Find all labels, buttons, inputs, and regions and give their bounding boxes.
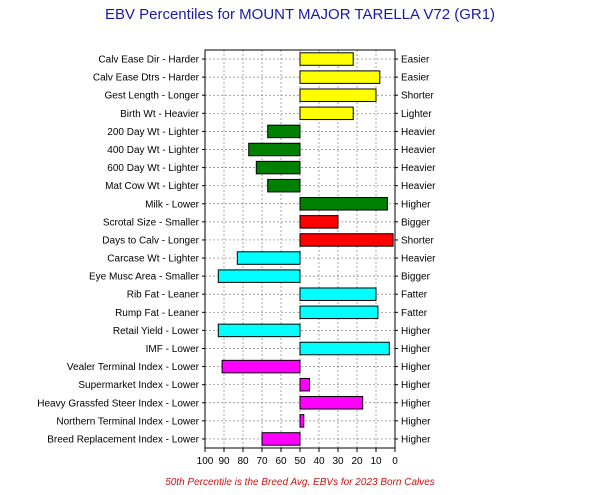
trait-label-left: Vealer Terminal Index - Lower: [67, 362, 200, 373]
x-tick-label: 80: [237, 456, 249, 467]
trait-label-left: Carcase Wt - Lighter: [107, 254, 199, 265]
bar: [299, 233, 394, 247]
trait-label-left: 200 Day Wt - Lighter: [107, 127, 199, 138]
trait-label-left: Eye Musc Area - Smaller: [89, 272, 200, 283]
bar: [217, 323, 301, 338]
bar: [267, 124, 301, 139]
bar: [255, 160, 301, 175]
trait-label-right: Shorter: [401, 235, 434, 246]
trait-label-left: Milk - Lower: [145, 199, 200, 210]
trait-label-left: Calv Ease Dir - Harder: [98, 55, 199, 66]
trait-label-left: Rib Fat - Leaner: [127, 290, 200, 301]
trait-label-right: Heavier: [401, 145, 436, 156]
trait-label-left: Days to Calv - Longer: [102, 235, 199, 246]
bar: [299, 396, 364, 410]
trait-label-right: Heavier: [401, 127, 436, 138]
bar: [221, 359, 301, 374]
chart-title: EBV Percentiles for MOUNT MAJOR TARELLA …: [104, 6, 496, 23]
bar: [299, 377, 310, 392]
trait-label-right: Bigger: [401, 217, 431, 228]
trait-label-left: Heavy Grassfed Steer Index - Lower: [37, 398, 199, 409]
trait-label-right: Higher: [401, 434, 431, 445]
x-tick-label: 60: [275, 456, 287, 467]
trait-label-right: Shorter: [401, 91, 434, 102]
trait-label-right: Heavier: [401, 254, 436, 265]
trait-label-left: Birth Wt - Heavier: [120, 109, 200, 120]
x-tick-label: 20: [351, 456, 363, 467]
trait-label-left: Supermarket Index - Lower: [78, 380, 199, 391]
bar: [248, 142, 301, 157]
x-tick-label: 90: [218, 456, 230, 467]
bar: [299, 341, 390, 356]
bar: [299, 70, 381, 84]
bar: [267, 178, 301, 193]
trait-label-left: 400 Day Wt - Lighter: [107, 145, 199, 156]
trait-label-right: Higher: [401, 380, 431, 391]
trait-label-right: Heavier: [401, 181, 436, 192]
bar: [299, 414, 305, 428]
footer-note: 50th Percentile is the Breed Avg. EBVs f…: [165, 477, 435, 488]
x-tick-label: 70: [256, 456, 268, 467]
trait-label-right: Higher: [401, 326, 431, 337]
bar: [261, 432, 301, 446]
trait-label-left: 600 Day Wt - Lighter: [107, 163, 199, 174]
bar: [299, 197, 388, 211]
bar: [299, 52, 354, 66]
x-tick-label: 10: [370, 456, 382, 467]
trait-label-left: Breed Replacement Index - Lower: [47, 434, 199, 445]
bar: [299, 106, 354, 121]
x-tick-label: 50: [294, 456, 306, 467]
bar: [217, 269, 301, 283]
trait-label-left: Rump Fat - Leaner: [115, 308, 200, 319]
trait-label-left: Retail Yield - Lower: [113, 326, 200, 337]
trait-label-right: Fatter: [401, 290, 428, 301]
trait-label-left: Gest Length - Longer: [104, 91, 199, 102]
trait-label-left: Northern Terminal Index - Lower: [56, 416, 199, 427]
trait-label-left: Calv Ease Dtrs - Harder: [93, 73, 200, 84]
trait-label-right: Higher: [401, 344, 431, 355]
x-tick-label: 30: [332, 456, 344, 467]
x-tick-label: 0: [392, 456, 398, 467]
trait-label-right: Lighter: [401, 109, 432, 120]
bar: [299, 305, 379, 320]
trait-label-right: Higher: [401, 398, 431, 409]
trait-label-right: Fatter: [401, 308, 428, 319]
trait-label-right: Heavier: [401, 163, 436, 174]
bar: [299, 215, 339, 229]
trait-label-right: Easier: [401, 55, 430, 66]
trait-label-right: Higher: [401, 362, 431, 373]
trait-label-right: Bigger: [401, 272, 431, 283]
trait-label-right: Easier: [401, 73, 430, 84]
trait-label-left: IMF - Lower: [146, 344, 200, 355]
bar: [299, 287, 377, 301]
trait-label-right: Higher: [401, 416, 431, 427]
trait-label-left: Scrotal Size - Smaller: [103, 217, 200, 228]
trait-label-left: Mat Cow Wt - Lighter: [105, 181, 200, 192]
bar: [236, 251, 301, 265]
bar: [299, 88, 377, 102]
x-tick-label: 40: [313, 456, 325, 467]
x-tick-label: 100: [197, 456, 214, 467]
trait-label-right: Higher: [401, 199, 431, 210]
